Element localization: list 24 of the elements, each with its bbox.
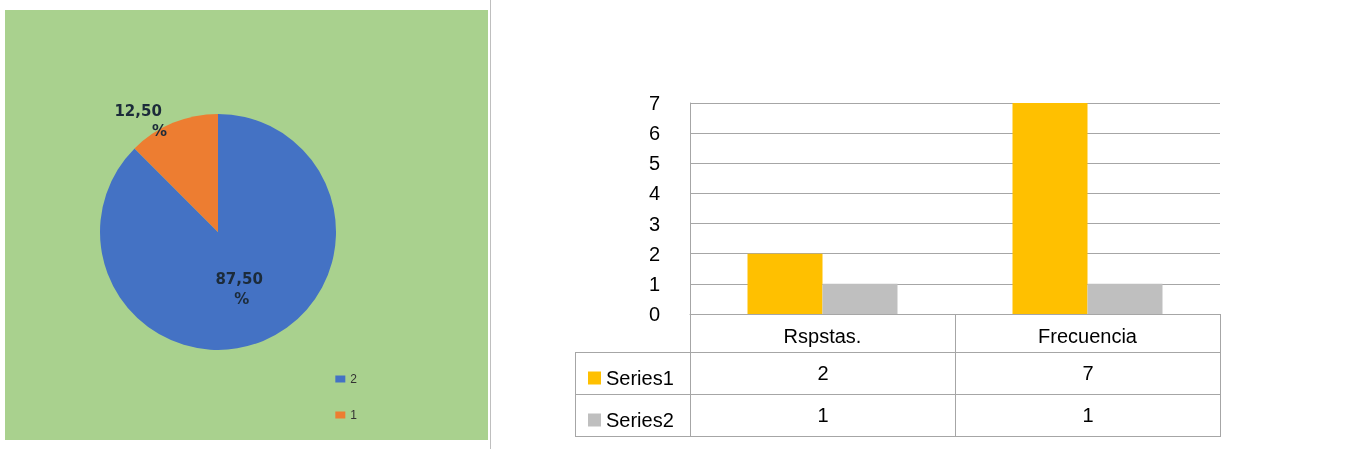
data-label: 7 <box>955 352 1221 394</box>
y-tick-label: 0 <box>648 303 660 325</box>
bar <box>1087 283 1163 314</box>
legend-label: Series2 <box>606 409 674 431</box>
x-tick-label: Rspstas. <box>783 325 862 347</box>
legend-label: 2 <box>350 372 358 386</box>
bar <box>747 253 823 314</box>
y-tick-label: 4 <box>648 182 660 205</box>
y-tick-label: 6 <box>648 122 660 145</box>
y-tick-label: 3 <box>648 212 660 235</box>
data-label: 12,50 % <box>114 102 168 141</box>
data-label: 87,50 % <box>215 270 269 309</box>
bar <box>1012 103 1088 314</box>
y-tick-label: 5 <box>648 152 660 175</box>
y-tick-label: 2 <box>648 242 660 265</box>
legend-label: 1 <box>350 408 358 422</box>
y-tick-label: 1 <box>648 272 660 295</box>
data-label: 1 <box>690 394 956 436</box>
data-label: 2 <box>690 352 956 394</box>
y-tick-label: 7 <box>648 92 660 114</box>
x-tick-label: Frecuencia <box>1038 325 1138 347</box>
data-label: 1 <box>955 394 1221 436</box>
bar <box>822 283 898 314</box>
legend-label: Series1 <box>606 367 674 389</box>
